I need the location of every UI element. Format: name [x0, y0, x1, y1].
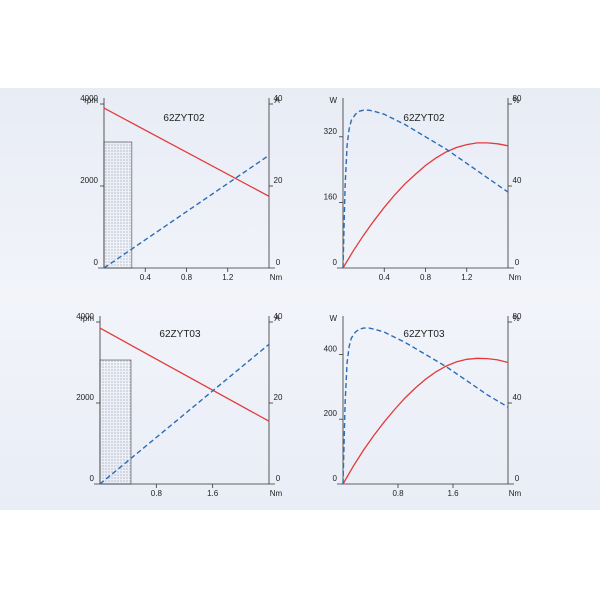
right-tick-label: 20 [274, 393, 283, 402]
series-line-dashed [99, 343, 270, 485]
chart-4: 62ZYT03 W % Nm 0 200 400 0 40 80 0.8 1.6 [324, 312, 522, 498]
left-tick-label: 0 [333, 474, 338, 483]
left-tick-label: 0 [90, 474, 95, 483]
series-line-dashed [342, 109, 509, 269]
right-tick-label: 0 [515, 258, 520, 267]
shaded-region [103, 141, 133, 269]
left-tick-label: 2000 [80, 176, 98, 185]
left-tick-label: 200 [324, 409, 338, 418]
shaded-region [99, 359, 132, 485]
x-tick-label: 0.8 [181, 273, 193, 282]
x-tick-label: 0.8 [151, 489, 163, 498]
right-tick-label: 40 [513, 393, 522, 402]
x-tick-label: 1.6 [447, 489, 459, 498]
chart-2: 62ZYT02 W % Nm 0 160 320 0 40 80 0.4 0.8 1.2 [324, 94, 522, 282]
right-axis-unit: A [274, 96, 280, 105]
x-axis-unit: Nm [270, 273, 283, 282]
x-axis-unit: Nm [509, 489, 522, 498]
right-axis-unit: % [512, 96, 519, 105]
right-tick-label: 80 [513, 312, 522, 321]
x-tick-label: 1.2 [222, 273, 234, 282]
left-axis-unit: rpm [84, 96, 98, 105]
left-tick-label: 160 [324, 192, 338, 201]
left-tick-label: 0 [333, 258, 338, 267]
x-tick-label: 0.4 [140, 273, 152, 282]
x-axis-unit: Nm [509, 273, 522, 282]
chart-1: 62ZYT02 rpm A Nm 0 2000 4000 0 20 40 0.4 0.8 1.2 [80, 94, 283, 282]
right-tick-label: 0 [276, 474, 281, 483]
chart-title: 62ZYT03 [403, 329, 445, 340]
left-tick-label: 320 [324, 127, 338, 136]
x-tick-label: 1.6 [207, 489, 219, 498]
left-axis-unit: W [329, 314, 337, 323]
left-tick-label: 0 [94, 258, 99, 267]
left-tick-label: 4000 [76, 312, 94, 321]
x-tick-label: 0.4 [379, 273, 391, 282]
left-tick-label: 400 [324, 344, 338, 353]
series-line-solid [103, 107, 270, 197]
left-tick-label: 4000 [80, 94, 98, 103]
chart-title: 62ZYT03 [159, 329, 201, 340]
right-tick-label: 20 [274, 176, 283, 185]
series-line-solid [342, 357, 509, 485]
series-line-dashed [103, 154, 270, 269]
left-tick-label: 2000 [76, 393, 94, 402]
right-axis-unit: A [274, 314, 280, 323]
x-tick-label: 0.8 [392, 489, 404, 498]
chart-title: 62ZYT02 [403, 113, 445, 124]
right-axis-unit: % [512, 314, 519, 323]
right-tick-label: 40 [274, 94, 283, 103]
right-tick-label: 40 [513, 176, 522, 185]
left-axis-unit: rpm [80, 314, 94, 323]
series-line-dashed [342, 327, 509, 485]
right-tick-label: 0 [515, 474, 520, 483]
right-tick-label: 80 [513, 94, 522, 103]
chart-3: 62ZYT03 rpm A Nm 0 2000 4000 0 20 40 0.8 1.6 [76, 312, 283, 498]
left-axis-unit: W [329, 96, 337, 105]
x-axis-unit: Nm [270, 489, 283, 498]
right-tick-label: 40 [274, 312, 283, 321]
x-tick-label: 0.8 [420, 273, 432, 282]
chart-title: 62ZYT02 [163, 113, 205, 124]
x-tick-label: 1.2 [461, 273, 473, 282]
series-line-solid [99, 327, 270, 422]
right-tick-label: 0 [276, 258, 281, 267]
series-line-solid [342, 142, 509, 269]
